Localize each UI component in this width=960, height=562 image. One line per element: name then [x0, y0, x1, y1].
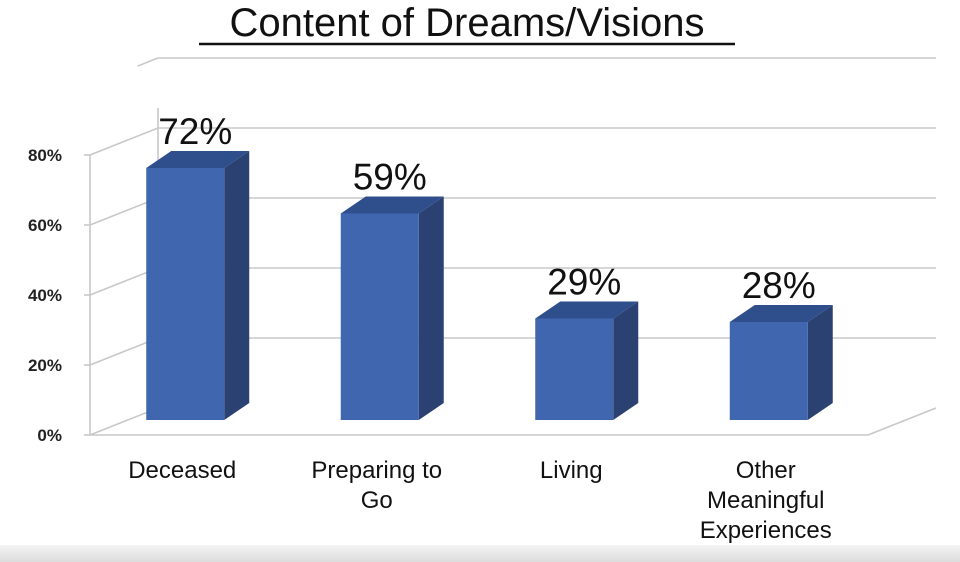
x-category-label: Deceased [128, 457, 236, 484]
x-category-line: Deceased [128, 457, 236, 484]
y-tick-label: 80% [28, 146, 62, 165]
chart-title: Content of Dreams/Visions [229, 1, 704, 45]
bottom-strip [0, 545, 960, 562]
x-category-line: Go [361, 487, 393, 514]
bar-top [729, 305, 833, 322]
x-axis-categories: Deceased Preparing to Go Living Other Meaning… [128, 457, 832, 544]
x-category-line: Living [540, 457, 603, 484]
x-category-line: Preparing to [311, 457, 442, 484]
data-label: 72% [158, 111, 232, 152]
x-category-label: Preparing to Go [311, 457, 442, 514]
bar-top [535, 301, 639, 319]
bar-side [807, 305, 833, 420]
bar [146, 151, 250, 420]
y-tick-label: 0% [37, 426, 62, 445]
bar-top [146, 151, 250, 168]
x-category-line: Experiences [700, 517, 832, 544]
x-category-line: Other [736, 457, 796, 484]
y-tick-label: 20% [28, 356, 62, 375]
bar-top [340, 196, 444, 214]
bar [340, 196, 444, 420]
y-tick-label: 60% [28, 216, 62, 235]
bar-front [535, 318, 614, 420]
y-axis-ticks: 0% 20% 40% 60% 80% [28, 146, 90, 445]
y-tick-label: 40% [28, 286, 62, 305]
gridlines [89, 57, 937, 436]
data-label: 59% [353, 157, 427, 198]
x-category-label: Living [540, 457, 603, 484]
bar [535, 301, 639, 420]
bar-front [146, 168, 225, 420]
gridline-diagonal [89, 127, 159, 156]
x-category-line: Meaningful [707, 487, 824, 514]
bar-side [613, 301, 639, 420]
data-label: 28% [742, 265, 816, 306]
bar-front [729, 322, 808, 420]
bar-side [224, 151, 250, 420]
bars: 72% 59% 29% 28% [146, 111, 833, 420]
x-category-label: Other Meaningful Experiences [700, 457, 832, 544]
bar-side [418, 196, 444, 420]
gridline-diagonal [137, 57, 159, 67]
floor-right-edge [867, 407, 937, 436]
bar-front [340, 213, 419, 420]
data-label: 29% [547, 262, 621, 303]
bar [729, 305, 833, 420]
